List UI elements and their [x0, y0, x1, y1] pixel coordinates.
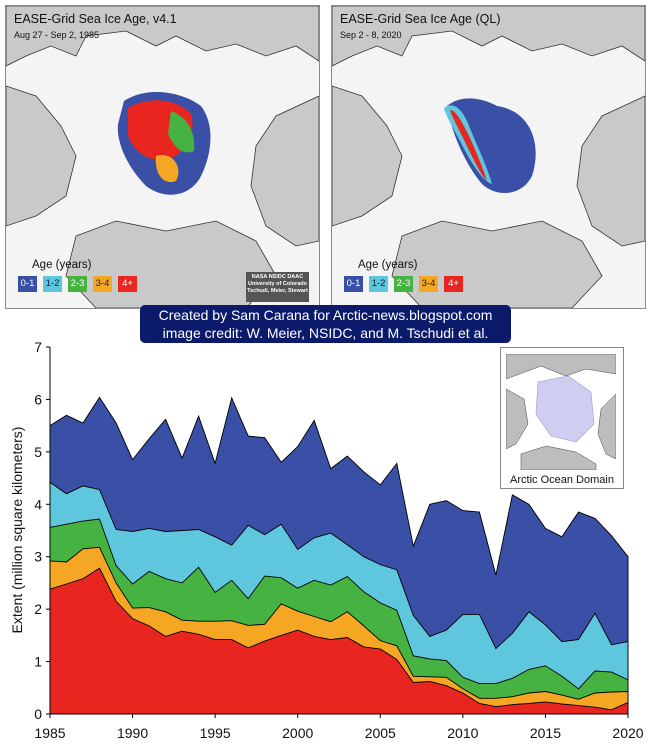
sea-ice-map-1985: EASE-Grid Sea Ice Age, v4.1 Aug 27 - Sep… — [5, 5, 320, 309]
map-title: EASE-Grid Sea Ice Age (QL) — [340, 12, 501, 26]
x-tick-label: 1995 — [200, 725, 231, 741]
x-tick-label: 2015 — [530, 725, 561, 741]
age-swatch-3-4: 3-4 — [419, 276, 438, 292]
nsidc-credit-line: NASA NSIDC DAAC — [251, 274, 304, 280]
nsidc-credit-line: University of Colorado — [248, 281, 307, 287]
area-series-group — [49, 396, 629, 715]
map-title: EASE-Grid Sea Ice Age, v4.1 — [14, 12, 177, 26]
x-tick-label: 2020 — [612, 725, 643, 741]
age-swatch-2-3: 2-3 — [68, 276, 87, 292]
age-swatch-3-4: 3-4 — [93, 276, 112, 292]
map-date: Aug 27 - Sep 2, 1985 — [14, 30, 100, 40]
inset-map-drawing — [506, 354, 616, 470]
credit-line-image: image credit: W. Meier, NSIDC, and M. Ts… — [162, 325, 489, 341]
age-swatch-4plus: 4+ — [444, 276, 463, 292]
x-tick-label: 1985 — [34, 725, 65, 741]
x-tick-label: 2000 — [282, 725, 313, 741]
age-legend: Age (years) 0-1 1-2 2-3 3-4 4+ — [338, 258, 478, 302]
x-tick-label: 2005 — [365, 725, 396, 741]
age-swatch-4plus: 4+ — [118, 276, 137, 292]
y-tick-label: 3 — [34, 549, 42, 565]
age-legend-title: Age (years) — [358, 259, 418, 271]
age-swatch-2-3: 2-3 — [394, 276, 413, 292]
map-1985-drawing — [6, 6, 319, 308]
y-axis-title: Extent (million square kilometers) — [9, 427, 25, 634]
nsidc-credit-badge: NASA NSIDC DAAC University of Colorado T… — [246, 272, 309, 302]
age-legend: Age (years) 0-1 1-2 2-3 3-4 4+ — [12, 258, 152, 302]
y-tick-label: 5 — [34, 444, 42, 460]
sea-ice-map-2020: EASE-Grid Sea Ice Age (QL) Sep 2 - 8, 20… — [331, 5, 646, 309]
age-legend-title: Age (years) — [32, 259, 92, 271]
y-tick-label: 1 — [34, 654, 42, 670]
credit-line-author: Created by Sam Carana for Arctic-news.bl… — [158, 307, 493, 323]
inset-caption: Arctic Ocean Domain — [510, 474, 614, 486]
age-swatch-1-2: 1-2 — [43, 276, 62, 292]
axes-group: 0 1 2 3 4 5 6 7 1985 1990 1995 2000 2005 2010 2015 2020 — [34, 340, 644, 741]
y-tick-label: 7 — [34, 340, 42, 355]
map-date: Sep 2 - 8, 2020 — [340, 30, 402, 40]
nsidc-credit-line: Tschudi, Meier, Stewart — [247, 288, 308, 294]
x-tick-label: 2010 — [447, 725, 478, 741]
area-series-1 — [49, 567, 629, 715]
credit-banner: Created by Sam Carana for Arctic-news.bl… — [140, 305, 511, 343]
y-tick-label: 0 — [34, 706, 42, 722]
age-swatch-1-2: 1-2 — [369, 276, 388, 292]
stacked-area-chart: 0 1 2 3 4 5 6 7 1985 1990 1995 2000 2005 2010 2015 2020… — [9, 340, 644, 741]
x-tick-label: 1990 — [117, 725, 148, 741]
age-swatch-0-1: 0-1 — [18, 276, 37, 292]
age-swatch-0-1: 0-1 — [344, 276, 363, 292]
y-tick-label: 6 — [34, 391, 42, 407]
y-tick-label: 4 — [34, 496, 42, 512]
arctic-ocean-domain-inset: Arctic Ocean Domain — [500, 347, 624, 489]
y-tick-label: 2 — [34, 601, 42, 617]
